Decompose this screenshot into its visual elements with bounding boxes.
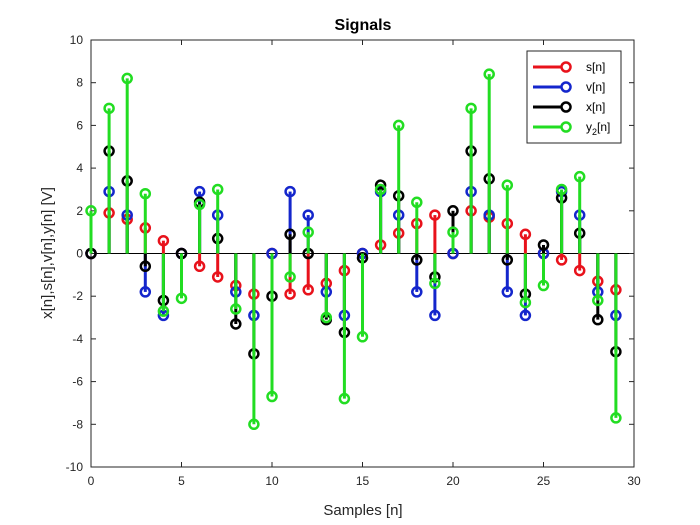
legend-marker — [560, 101, 572, 113]
stem-marker — [284, 228, 296, 241]
stem-marker — [411, 254, 423, 266]
stem-marker — [85, 205, 97, 217]
stem-marker — [193, 260, 206, 273]
legend-label-suffix: [n] — [597, 120, 610, 134]
stem-marker — [429, 209, 441, 221]
y-axis-label: x[n],s[n],v[n],y[n] [V] — [39, 187, 56, 319]
stem-marker — [392, 119, 405, 132]
stem-marker — [139, 187, 152, 200]
stem-marker — [175, 292, 188, 305]
legend-label-main: y — [586, 120, 592, 134]
stem-marker — [302, 226, 314, 238]
stem-marker — [157, 234, 170, 247]
stem-marker — [157, 305, 170, 317]
stem-series — [85, 68, 622, 431]
y-tick-label: 4 — [76, 161, 83, 175]
y-tick-label: -8 — [72, 417, 83, 431]
legend-marker — [560, 61, 572, 73]
stem-marker — [139, 260, 152, 273]
stem-marker — [411, 286, 423, 298]
stem-marker — [465, 102, 477, 115]
stem-marker — [356, 331, 369, 343]
y-tick-label: 2 — [76, 204, 83, 218]
stem-marker — [211, 183, 224, 196]
stem-marker — [230, 303, 242, 315]
x-tick-label: 0 — [88, 474, 95, 488]
x-axis-label: Samples [n] — [323, 502, 402, 519]
legend-label: x[n] — [586, 100, 605, 114]
y-tick-label: -10 — [66, 460, 84, 474]
stem-marker — [211, 271, 224, 283]
stem-marker — [429, 277, 441, 290]
legend: s[n] v[n] x[n] y2[n] — [526, 50, 622, 144]
series-3 — [85, 68, 622, 431]
y-tick-label: 10 — [70, 33, 84, 47]
chart-title: Signals — [335, 17, 392, 34]
stem-marker — [447, 226, 459, 238]
stem-marker — [284, 271, 296, 283]
stem-marker — [302, 209, 314, 221]
x-tick-label: 10 — [265, 474, 279, 488]
x-tick-label: 20 — [446, 474, 460, 488]
stem-marker — [592, 294, 604, 307]
stem-marker — [501, 286, 514, 298]
stem-marker — [555, 183, 568, 196]
y-axis-ticks: -10 -8 -6 -4 -2 0 2 4 6 8 10 — [66, 33, 634, 474]
stem-marker — [501, 179, 514, 191]
x-tick-label: 5 — [178, 474, 185, 488]
stem-marker — [411, 196, 423, 209]
stem-marker — [555, 254, 568, 266]
stem-marker — [302, 284, 314, 296]
stem-marker — [573, 170, 586, 183]
y-tick-label: -4 — [72, 332, 83, 346]
legend-label-subscript: 2 — [592, 127, 597, 137]
stem-marker — [573, 264, 586, 277]
legend-marker — [560, 81, 572, 93]
stem-marker — [519, 309, 532, 322]
stem-marker — [103, 102, 115, 115]
y-tick-label: 0 — [76, 247, 83, 261]
stem-marker — [193, 185, 206, 198]
y-tick-label: -6 — [72, 375, 83, 389]
stem-marker — [519, 296, 532, 309]
legend-marker — [560, 121, 572, 133]
legend-label: s[n] — [586, 60, 605, 74]
y-tick-label: 8 — [76, 76, 83, 90]
stem-marker — [501, 254, 514, 266]
stem-marker — [320, 311, 333, 324]
stem-marker — [519, 228, 532, 241]
stem-marker — [266, 390, 278, 403]
x-axis-ticks: 0 5 10 15 20 25 30 — [88, 40, 641, 488]
stem-marker — [230, 318, 242, 330]
stem-marker — [248, 418, 260, 431]
stem-marker — [284, 288, 296, 300]
legend-label: v[n] — [586, 80, 605, 94]
x-tick-label: 30 — [627, 474, 641, 488]
stem-marker — [537, 279, 550, 292]
stem-marker — [592, 313, 604, 326]
stem-marker — [483, 68, 495, 80]
stem-marker — [193, 198, 206, 211]
stem-marker — [374, 183, 387, 196]
stem-marker — [338, 392, 351, 405]
stem-marker — [284, 185, 296, 198]
stem-marker — [429, 309, 441, 322]
stem-marker — [610, 412, 622, 424]
stem-marker — [537, 239, 550, 251]
x-tick-label: 15 — [356, 474, 370, 488]
y-tick-label: -2 — [72, 289, 83, 303]
stem-marker — [447, 205, 459, 217]
stem-marker — [121, 72, 133, 85]
y-tick-label: 6 — [76, 118, 83, 132]
stem-marker — [139, 286, 152, 298]
x-tick-label: 25 — [537, 474, 551, 488]
legend-label: y2[n] — [586, 120, 610, 137]
